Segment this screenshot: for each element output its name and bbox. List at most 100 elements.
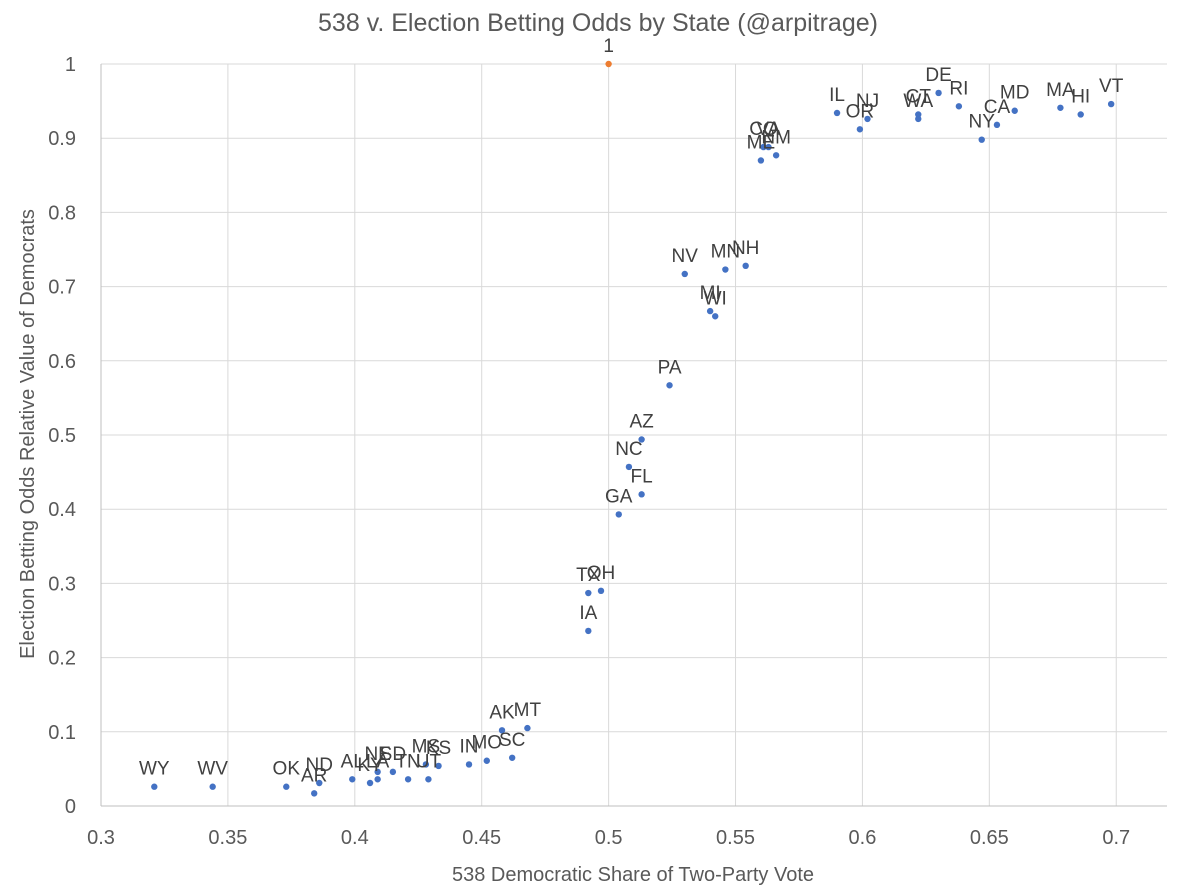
y-tick-label: 0.3 [48,573,76,595]
data-point-1 [605,60,612,68]
data-point-mo [483,757,490,764]
data-point-ok [283,783,290,790]
x-tick-label: 0.6 [849,827,877,849]
data-point-ny [978,136,985,143]
data-label-ca: CA [984,97,1011,118]
data-label-wa: WA [903,91,933,112]
data-label-tx: TX [576,565,601,586]
data-point-ut [425,776,432,783]
data-label-ne: NE [364,744,390,765]
data-point-fl [638,491,645,498]
data-point-ar [311,790,318,797]
data-label-az: AZ [629,411,654,432]
data-label-ut: UT [416,751,442,772]
data-point-al [349,776,356,783]
data-point-nc [625,463,633,471]
data-label-nh: NH [732,238,759,259]
data-point-ms [422,761,430,768]
data-label-vt: VT [1099,76,1124,97]
x-tick-label: 0.65 [970,827,1009,849]
data-label-ks: KS [426,738,451,759]
data-label-fl: FL [631,466,653,487]
y-tick-label: 0.8 [48,202,76,224]
data-label-mi: MI [700,283,721,304]
data-label-ar: AR [301,765,327,786]
x-tick-label: 0.7 [1102,827,1130,849]
data-label-ri: RI [949,78,968,99]
data-point-hi [1077,111,1084,118]
data-point-wa [915,115,922,123]
data-point-nd [316,779,323,787]
data-point-de [935,89,942,97]
data-point-pa [666,382,673,389]
axis-layer: 0 0.1 0.2 0.3 0.4 0.5 0.6 0.7 0.8 0.9 1 0.3 0.35 0.4 0… [48,54,1167,849]
data-label-sc: SC [499,730,525,751]
data-label-la: LA [366,751,390,772]
x-tick-label: 0.3 [87,827,115,849]
data-label-ct: CT [906,86,932,107]
data-point-nv [681,270,688,278]
data-label-sd: SD [380,744,406,765]
y-tick-label: 0.6 [48,351,76,373]
data-label-nm: NM [761,127,791,148]
data-label-pa: PA [658,357,682,378]
data-label-ma: MA [1046,80,1075,101]
data-point-ia [585,627,592,635]
data-label-mt: MT [514,700,542,721]
x-axis-title: 538 Democratic Share of Two-Party Vote [452,864,814,886]
data-point-nm [772,152,780,159]
data-point-me [757,157,765,164]
data-point-ct [915,111,922,118]
data-label-va: VA [757,119,781,140]
data-point-va [765,143,772,151]
data-point-sd [389,768,397,776]
data-label-or: OR [846,101,875,122]
data-label-1: 1 [603,36,614,57]
y-tick-label: 0 [65,796,76,818]
y-tick-label: 0.7 [48,277,76,299]
data-point-md [1011,107,1018,114]
data-label-de: DE [925,65,951,86]
data-point-co [760,143,767,151]
x-tick-label: 0.5 [595,827,623,849]
data-point-tn [404,776,412,783]
data-point-wy [151,783,158,790]
data-label-ia: IA [579,603,597,624]
data-label-il: IL [829,85,845,106]
data-point-nj [864,115,871,123]
data-label-ms: MS [412,736,441,757]
data-point-wv [209,783,216,790]
y-tick-label: 0.2 [48,648,76,670]
y-tick-label: 1 [65,54,76,76]
data-label-ny: NY [969,112,996,133]
data-point-wi [712,313,719,320]
y-tick-label: 0.4 [48,499,76,521]
data-point-in [465,761,473,768]
data-label-ky: KY [357,755,383,776]
data-point-mn [722,266,729,273]
data-label-nd: ND [306,755,333,776]
data-label-ak: AK [489,702,515,723]
data-label-ga: GA [605,486,633,507]
data-label-mo: MO [471,733,502,754]
data-label-md: MD [1000,83,1030,104]
x-tick-label: 0.55 [716,827,755,849]
x-tick-label: 0.35 [208,827,247,849]
data-label-ok: OK [273,759,301,780]
x-tick-label: 0.45 [462,827,501,849]
data-label-in: IN [460,736,479,757]
data-point-az [638,436,645,443]
data-point-sc [508,754,516,761]
data-label-oh: OH [587,563,616,584]
data-point-nh [742,262,749,270]
y-tick-label: 0.9 [48,128,76,150]
y-tick-label: 0.5 [48,425,76,447]
data-label-hi: HI [1071,86,1090,107]
data-point-ne [374,768,381,776]
data-point-or [856,126,864,133]
data-point-vt [1107,100,1115,108]
data-point-mt [524,724,531,732]
data-point-mi [706,307,714,315]
